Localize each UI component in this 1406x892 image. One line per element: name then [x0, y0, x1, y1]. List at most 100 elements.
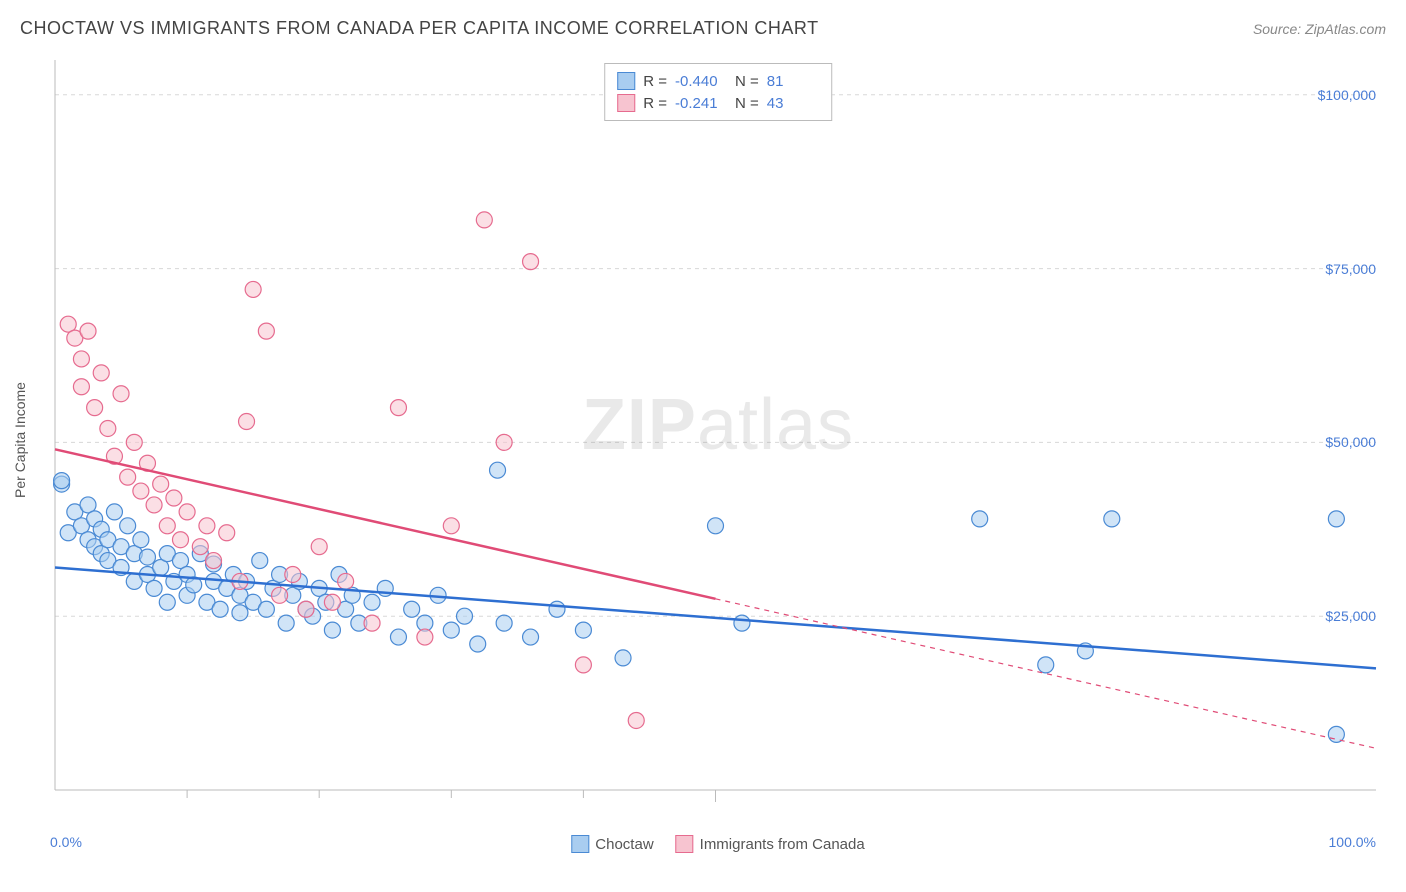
y-tick-label: $50,000: [1325, 434, 1376, 450]
data-point: [179, 504, 195, 520]
data-point: [113, 386, 129, 402]
trend-line: [55, 568, 1376, 669]
data-point: [476, 212, 492, 228]
data-point: [272, 587, 288, 603]
legend-label: Choctaw: [595, 836, 653, 853]
legend-row: R = -0.440 N = 81: [617, 70, 819, 92]
series-legend: Choctaw Immigrants from Canada: [571, 835, 864, 853]
data-point: [192, 539, 208, 555]
data-point: [212, 601, 228, 617]
data-point: [166, 490, 182, 506]
data-point: [490, 462, 506, 478]
legend-n-value: 43: [767, 95, 819, 112]
data-point: [457, 608, 473, 624]
data-point: [364, 594, 380, 610]
legend-swatch: [676, 835, 694, 853]
data-point: [159, 594, 175, 610]
data-point: [139, 549, 155, 565]
data-point: [708, 518, 724, 534]
data-point: [93, 365, 109, 381]
data-point: [470, 636, 486, 652]
data-point: [126, 434, 142, 450]
data-point: [258, 323, 274, 339]
data-point: [298, 601, 314, 617]
data-point: [133, 532, 149, 548]
data-point: [252, 553, 268, 569]
data-point: [324, 622, 340, 638]
legend-n-label: N =: [735, 73, 759, 90]
data-point: [159, 518, 175, 534]
legend-swatch: [617, 94, 635, 112]
chart-title: CHOCTAW VS IMMIGRANTS FROM CANADA PER CA…: [20, 18, 819, 39]
data-point: [206, 553, 222, 569]
y-axis-label: Per Capita Income: [12, 382, 28, 498]
data-point: [523, 629, 539, 645]
legend-r-label: R =: [643, 73, 667, 90]
data-point: [1104, 511, 1120, 527]
data-point: [54, 473, 70, 489]
data-point: [100, 420, 116, 436]
data-point: [239, 414, 255, 430]
data-point: [615, 650, 631, 666]
data-point: [443, 518, 459, 534]
y-tick-label: $100,000: [1318, 87, 1376, 103]
data-point: [120, 518, 136, 534]
data-point: [549, 601, 565, 617]
data-point: [364, 615, 380, 631]
x-tick-label: 100.0%: [1329, 834, 1376, 850]
data-point: [972, 511, 988, 527]
legend-swatch: [571, 835, 589, 853]
data-point: [146, 580, 162, 596]
data-point: [133, 483, 149, 499]
data-point: [245, 281, 261, 297]
legend-n-label: N =: [735, 95, 759, 112]
data-point: [258, 601, 274, 617]
data-point: [219, 525, 235, 541]
y-tick-label: $25,000: [1325, 608, 1376, 624]
scatter-plot: [50, 55, 1386, 825]
data-point: [390, 400, 406, 416]
data-point: [278, 615, 294, 631]
data-point: [153, 476, 169, 492]
legend-r-label: R =: [643, 95, 667, 112]
data-point: [575, 657, 591, 673]
data-point: [311, 539, 327, 555]
data-point: [120, 469, 136, 485]
data-point: [172, 532, 188, 548]
data-point: [324, 594, 340, 610]
y-tick-label: $75,000: [1325, 261, 1376, 277]
legend-n-value: 81: [767, 73, 819, 90]
data-point: [390, 629, 406, 645]
data-point: [87, 400, 103, 416]
legend-r-value: -0.440: [675, 73, 727, 90]
data-point: [285, 566, 301, 582]
legend-r-value: -0.241: [675, 95, 727, 112]
data-point: [73, 379, 89, 395]
legend-item: Choctaw: [571, 835, 653, 853]
data-point: [1038, 657, 1054, 673]
data-point: [734, 615, 750, 631]
data-point: [575, 622, 591, 638]
data-point: [443, 622, 459, 638]
data-point: [417, 629, 433, 645]
data-point: [106, 504, 122, 520]
data-point: [523, 254, 539, 270]
data-point: [496, 434, 512, 450]
data-point: [80, 323, 96, 339]
data-point: [73, 351, 89, 367]
data-point: [199, 518, 215, 534]
x-tick-label: 0.0%: [50, 834, 82, 850]
legend-row: R = -0.241 N = 43: [617, 92, 819, 114]
legend-label: Immigrants from Canada: [700, 836, 865, 853]
data-point: [496, 615, 512, 631]
data-point: [628, 712, 644, 728]
data-point: [404, 601, 420, 617]
data-point: [338, 573, 354, 589]
data-point: [232, 605, 248, 621]
data-point: [146, 497, 162, 513]
source-attribution: Source: ZipAtlas.com: [1253, 21, 1386, 37]
legend-swatch: [617, 72, 635, 90]
correlation-legend: R = -0.440 N = 81 R = -0.241 N = 43: [604, 63, 832, 121]
legend-item: Immigrants from Canada: [676, 835, 865, 853]
data-point: [1328, 511, 1344, 527]
